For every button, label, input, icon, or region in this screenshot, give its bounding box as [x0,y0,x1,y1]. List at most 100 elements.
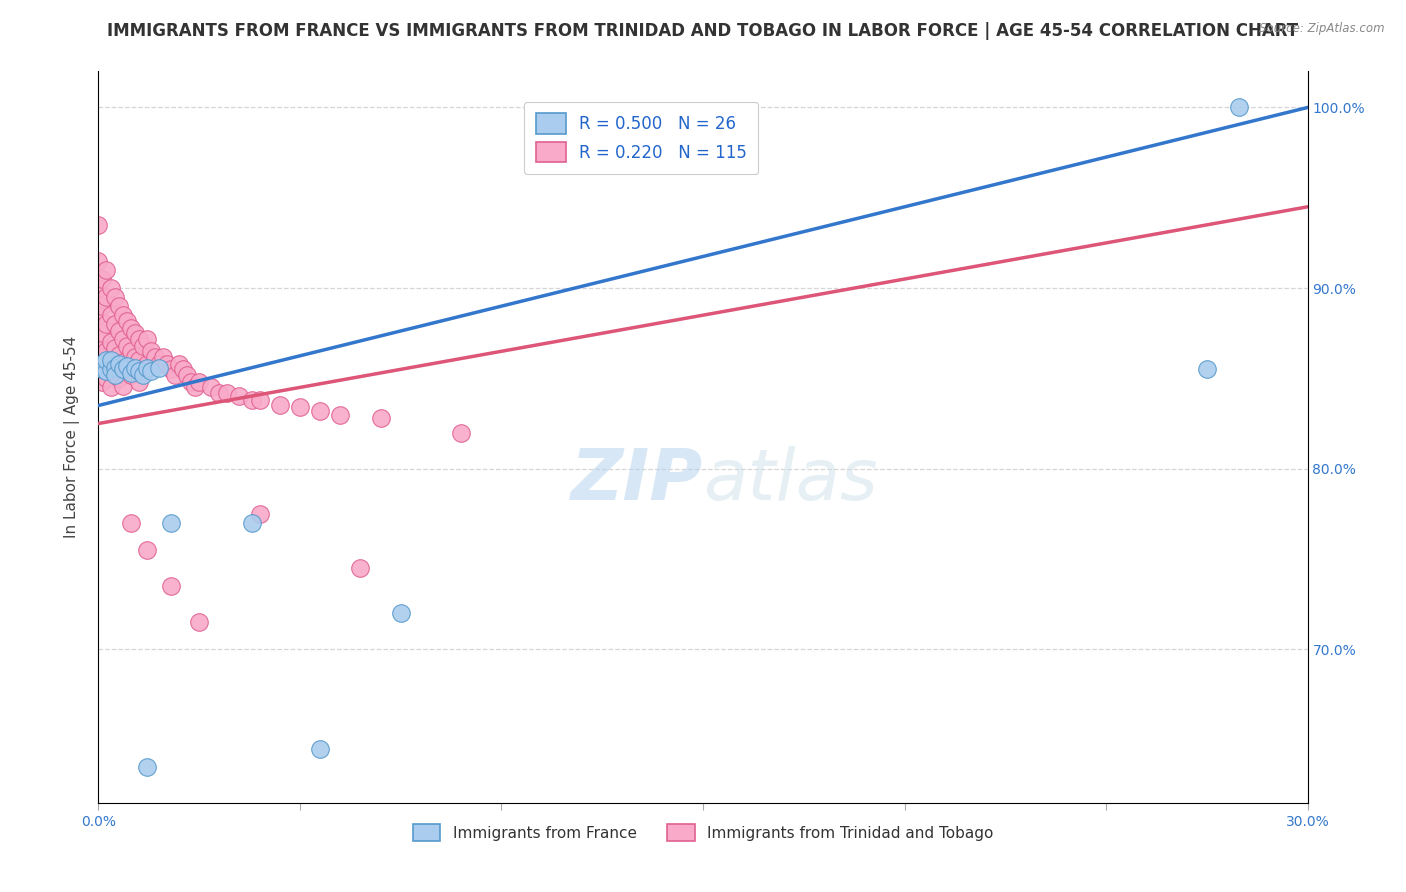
Point [91,357,114,371]
Point [160,362,183,376]
Point [128,364,150,378]
Point [120,366,142,380]
Text: atlas: atlas [703,447,877,516]
Point [163,368,186,382]
Point [96,353,118,368]
Point [103,368,125,382]
Point [103,290,125,304]
Point [152,350,174,364]
Point [96,263,118,277]
Point [115,339,138,353]
Point [111,308,134,322]
Point [120,516,142,530]
Point [139,344,162,359]
Text: Source: ZipAtlas.com: Source: ZipAtlas.com [1260,22,1385,36]
Point [288,401,311,415]
Point [124,326,146,341]
Point [160,579,183,593]
Point [103,360,125,375]
Point [309,741,332,756]
Point [91,272,114,286]
Point [96,364,118,378]
Point [176,368,198,382]
Point [100,357,122,371]
Point [111,362,134,376]
Point [103,341,125,355]
Point [128,332,150,346]
Point [228,389,250,403]
Point [180,375,202,389]
Text: IMMIGRANTS FROM FRANCE VS IMMIGRANTS FROM TRINIDAD AND TOBAGO IN LABOR FORCE | A: IMMIGRANTS FROM FRANCE VS IMMIGRANTS FRO… [107,22,1299,40]
Point [132,339,155,353]
Point [135,360,157,375]
Y-axis label: In Labor Force | Age 45-54: In Labor Force | Age 45-54 [63,336,80,538]
Point [115,362,138,376]
Point [124,350,146,364]
Point [103,317,125,331]
Point [1227,100,1250,114]
Point [249,507,271,521]
Point [87,362,110,376]
Point [120,321,142,335]
Point [111,332,134,346]
Point [139,364,162,378]
Point [208,385,231,400]
Point [389,606,412,620]
Point [87,254,110,268]
Point [240,516,263,530]
Point [87,281,110,295]
Point [115,313,138,327]
Point [188,375,211,389]
Point [135,332,157,346]
Point [107,348,129,362]
Point [188,615,211,630]
Point [128,353,150,368]
Point [89,359,111,373]
Point [148,357,170,371]
Point [217,385,239,400]
Point [135,543,157,558]
Point [184,380,207,394]
Point [128,375,150,389]
Point [329,408,352,422]
Point [309,404,332,418]
Point [143,350,166,364]
Point [120,368,142,382]
Point [107,371,129,385]
Point [96,344,118,359]
Point [124,360,146,375]
Point [100,362,122,376]
Point [240,392,263,407]
Point [107,325,129,339]
Point [120,344,142,359]
Point [91,326,114,341]
Point [132,368,155,382]
Point [115,359,138,373]
Point [96,290,118,304]
Point [172,362,194,376]
Point [96,317,118,331]
Point [87,218,110,232]
Point [111,378,134,392]
Point [269,399,291,413]
Point [91,350,114,364]
Point [91,362,114,376]
Point [200,380,222,394]
Point [100,353,122,368]
Point [100,281,122,295]
Point [167,357,190,371]
Point [1195,362,1218,376]
Point [107,357,129,371]
Point [100,335,122,350]
Point [103,366,125,380]
Point [349,561,371,575]
Point [107,299,129,313]
Point [148,360,170,375]
Point [370,411,392,425]
Point [87,308,110,322]
Point [156,357,179,371]
Legend: Immigrants from France, Immigrants from Trinidad and Tobago: Immigrants from France, Immigrants from … [404,815,1002,850]
Point [100,380,122,394]
Point [450,425,472,440]
Point [249,392,271,407]
